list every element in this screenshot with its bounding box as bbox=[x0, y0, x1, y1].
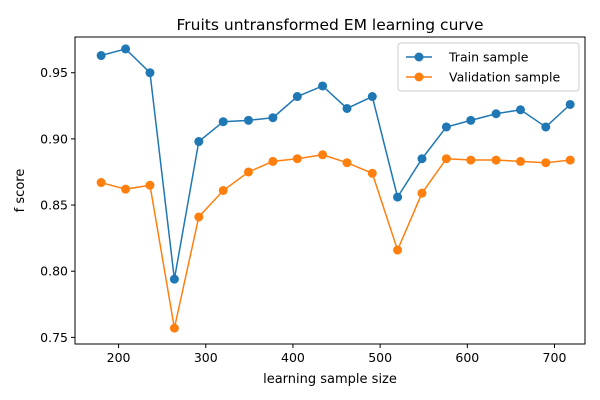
x-tick-label: 400 bbox=[281, 350, 305, 365]
x-tick-label: 200 bbox=[107, 350, 131, 365]
data-point bbox=[318, 81, 328, 91]
data-point bbox=[491, 155, 501, 165]
y-tick-label: 0.80 bbox=[40, 264, 68, 279]
y-tick-label: 0.85 bbox=[40, 198, 68, 213]
data-point bbox=[466, 115, 476, 125]
data-point bbox=[318, 150, 328, 160]
y-tick-label: 0.95 bbox=[40, 65, 68, 80]
data-point bbox=[292, 154, 302, 164]
x-tick-label: 600 bbox=[455, 350, 479, 365]
x-axis: 200 300 400 500 600 700 bbox=[107, 344, 567, 365]
legend-swatch-marker bbox=[414, 52, 424, 62]
data-point bbox=[393, 245, 403, 255]
series-line-2 bbox=[100, 154, 571, 329]
data-point bbox=[541, 158, 551, 168]
chart-title: Fruits untransformed EM learning curve bbox=[177, 16, 484, 34]
plot-area-frame bbox=[74, 36, 586, 345]
data-point bbox=[515, 156, 525, 166]
series-layer bbox=[96, 44, 575, 333]
data-point bbox=[417, 188, 427, 198]
data-point bbox=[393, 192, 403, 202]
data-point bbox=[169, 323, 179, 333]
data-point bbox=[121, 44, 131, 54]
data-point bbox=[367, 168, 377, 178]
legend-label: Train sample bbox=[448, 50, 529, 65]
data-point bbox=[342, 103, 352, 113]
data-point bbox=[169, 274, 179, 284]
data-point bbox=[145, 180, 155, 190]
x-tick-label: 300 bbox=[194, 350, 218, 365]
data-point bbox=[515, 105, 525, 115]
y-tick-label: 0.90 bbox=[40, 131, 68, 146]
legend-swatch-marker bbox=[414, 72, 424, 82]
legend-box bbox=[397, 42, 580, 92]
data-point bbox=[417, 154, 427, 164]
y-tick-label: 0.75 bbox=[40, 330, 68, 345]
data-point bbox=[565, 99, 575, 109]
data-point bbox=[367, 92, 377, 102]
data-point bbox=[441, 122, 451, 132]
data-point bbox=[292, 92, 302, 102]
x-tick-label: 500 bbox=[368, 350, 392, 365]
legend-label: Validation sample bbox=[449, 70, 560, 85]
x-tick-label: 700 bbox=[543, 350, 567, 365]
data-point bbox=[491, 109, 501, 119]
data-point bbox=[541, 122, 551, 132]
data-point bbox=[218, 186, 228, 195]
data-point bbox=[96, 51, 106, 61]
data-point bbox=[145, 68, 155, 78]
data-point bbox=[218, 117, 228, 127]
data-point bbox=[268, 113, 278, 123]
data-point bbox=[268, 156, 278, 166]
data-point bbox=[96, 178, 106, 188]
data-point bbox=[565, 155, 575, 165]
x-axis-label: learning sample size bbox=[263, 372, 397, 387]
y-axis-label: f score bbox=[13, 169, 28, 213]
data-point bbox=[441, 154, 451, 164]
legend: Train sample Validation sample bbox=[397, 42, 580, 92]
data-point bbox=[121, 184, 131, 194]
data-point bbox=[243, 167, 253, 177]
data-point bbox=[342, 158, 352, 168]
data-point bbox=[466, 155, 476, 165]
data-point bbox=[194, 212, 204, 222]
data-point bbox=[194, 137, 204, 147]
data-point bbox=[243, 115, 253, 125]
y-axis: 0.75 0.80 0.85 0.90 0.95 bbox=[40, 65, 75, 345]
